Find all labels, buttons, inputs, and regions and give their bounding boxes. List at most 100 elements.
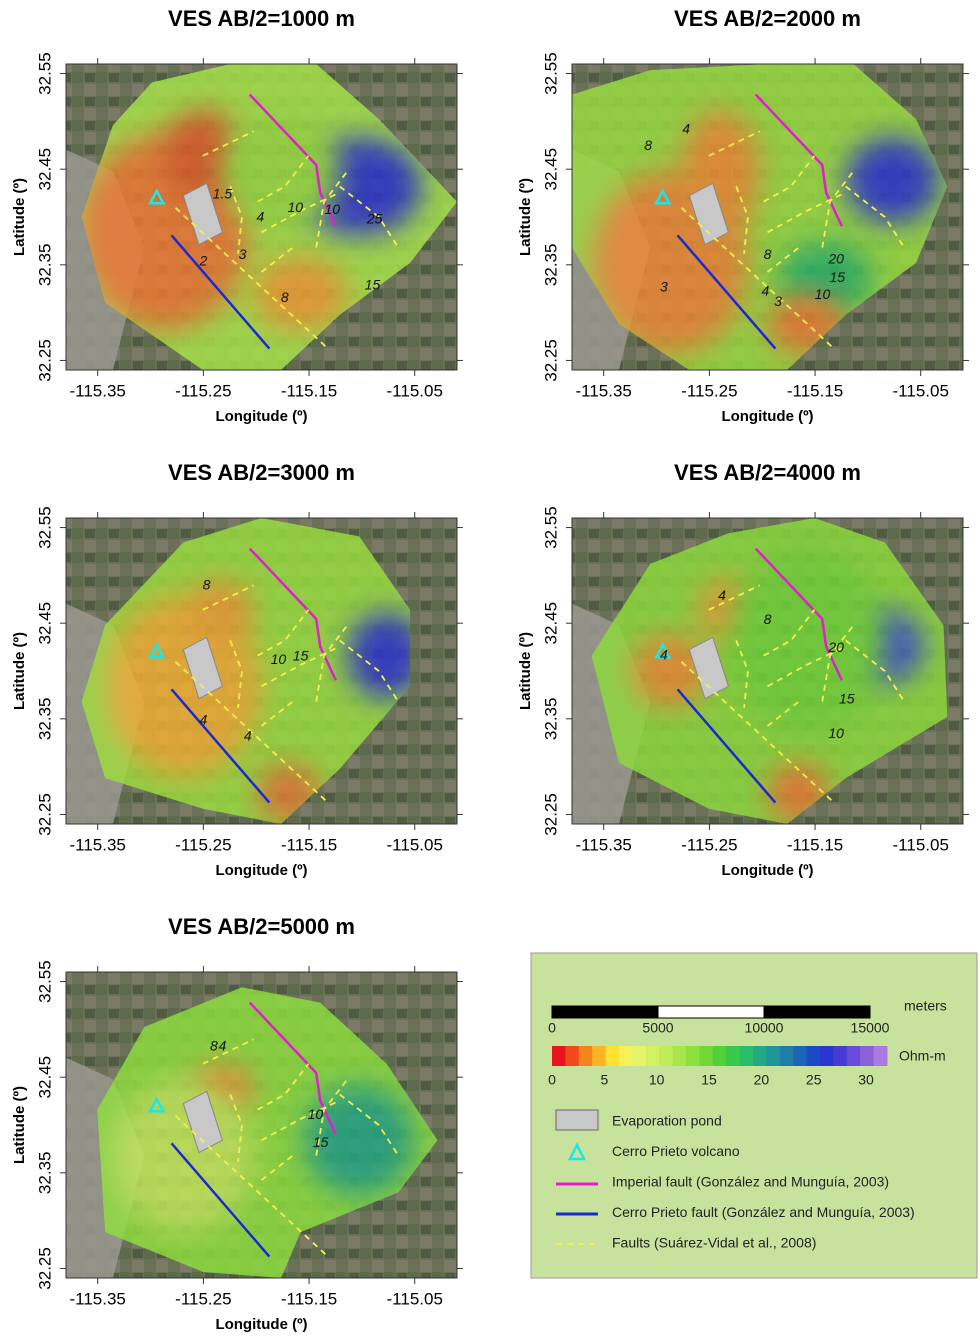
scale-label: 5000 xyxy=(642,1020,673,1036)
panel-title: VES AB/2=3000 m xyxy=(168,460,355,485)
colorbar-swatch xyxy=(753,1046,767,1066)
colorbar-label: 15 xyxy=(701,1072,717,1088)
panel-title: VES AB/2=1000 m xyxy=(168,6,355,31)
colorbar-swatch xyxy=(766,1046,780,1066)
x-tick-label: -115.25 xyxy=(681,835,737,854)
y-tick-label: 32.25 xyxy=(541,339,560,382)
y-axis-label: Latitude (º) xyxy=(11,178,28,256)
field-blob xyxy=(846,137,940,223)
panel-title: VES AB/2=4000 m xyxy=(674,460,861,485)
contour-label: 10 xyxy=(308,1106,324,1122)
contour-label: 4 xyxy=(682,121,690,137)
contour-label: 10 xyxy=(288,199,304,215)
legend-label: Faults (Suárez-Vidal et al., 2008) xyxy=(612,1235,816,1251)
contour-label: 10 xyxy=(828,725,844,741)
colorbar-swatch xyxy=(833,1046,847,1066)
contour-label: 4 xyxy=(660,646,668,662)
contour-label: 10 xyxy=(325,201,341,217)
y-tick-label: 32.55 xyxy=(541,52,560,95)
x-axis-label: Longitude (º) xyxy=(215,408,307,425)
y-tick-label: 32.45 xyxy=(35,602,54,645)
legend-label: Evaporation pond xyxy=(612,1113,722,1129)
y-tick-label: 32.25 xyxy=(541,793,560,836)
colorbar-swatch xyxy=(565,1046,579,1066)
x-tick-label: -115.05 xyxy=(387,381,443,400)
scale-segment xyxy=(658,1006,764,1018)
y-tick-label: 32.55 xyxy=(541,506,560,549)
scale-unit: meters xyxy=(904,998,947,1014)
panel-title: VES AB/2=2000 m xyxy=(674,6,861,31)
contour-label: 3 xyxy=(660,278,668,294)
colorbar-swatch xyxy=(592,1046,606,1066)
x-tick-label: -115.35 xyxy=(69,835,125,854)
x-tick-label: -115.35 xyxy=(575,381,631,400)
colorbar-swatch xyxy=(874,1046,888,1066)
colorbar-swatch xyxy=(793,1046,807,1066)
contour-label: 8 xyxy=(644,137,652,153)
y-tick-label: 32.35 xyxy=(35,1152,54,1195)
x-tick-label: -115.35 xyxy=(69,1289,125,1308)
colorbar-swatch xyxy=(820,1046,834,1066)
y-tick-label: 32.35 xyxy=(541,244,560,287)
y-axis-label: Latitude (º) xyxy=(11,1086,28,1164)
colorbar-swatch xyxy=(606,1046,620,1066)
scale-segment xyxy=(764,1006,870,1018)
map-panel: VES AB/2=4000 m482015104-115.35-115.25-1… xyxy=(517,460,969,879)
scale-label: 10000 xyxy=(745,1020,784,1036)
contour-label: 8 xyxy=(764,611,772,627)
figure: 050001000015000meters051015202530Ohm-mEv… xyxy=(0,0,980,1336)
x-tick-label: -115.35 xyxy=(575,835,631,854)
scale-segment xyxy=(552,1006,658,1018)
contour-label: 4 xyxy=(761,282,769,298)
x-tick-label: -115.15 xyxy=(787,835,843,854)
contour-label: 8 xyxy=(203,577,211,593)
contour-label: 8 xyxy=(764,246,772,262)
y-axis-label: Latitude (º) xyxy=(11,632,28,710)
x-tick-label: -115.15 xyxy=(787,381,843,400)
contour-label: 3 xyxy=(239,246,247,262)
colorbar-swatch xyxy=(726,1046,740,1066)
x-axis-label: Longitude (º) xyxy=(215,862,307,879)
contour-label: 10 xyxy=(815,286,831,302)
contour-label: 25 xyxy=(366,211,383,227)
x-tick-label: -115.05 xyxy=(893,381,949,400)
x-tick-label: -115.05 xyxy=(893,835,949,854)
y-tick-label: 32.35 xyxy=(35,244,54,287)
y-tick-label: 32.25 xyxy=(35,339,54,382)
colorbar-swatch xyxy=(713,1046,727,1066)
y-tick-label: 32.25 xyxy=(35,1247,54,1290)
pond-swatch xyxy=(556,1110,598,1130)
colorbar-swatch xyxy=(552,1046,566,1066)
x-axis-label: Longitude (º) xyxy=(721,408,813,425)
scale-label: 0 xyxy=(548,1020,556,1036)
x-tick-label: -115.05 xyxy=(387,835,443,854)
colorbar-swatch xyxy=(699,1046,713,1066)
contour-label: 4 xyxy=(257,209,265,225)
y-axis-label: Latitude (º) xyxy=(517,632,534,710)
colorbar-swatch xyxy=(686,1046,700,1066)
colorbar-swatch xyxy=(740,1046,754,1066)
colorbar-swatch xyxy=(579,1046,593,1066)
x-tick-label: -115.25 xyxy=(681,381,737,400)
contour-label: 15 xyxy=(829,269,845,285)
colorbar-swatch xyxy=(619,1046,633,1066)
contour-label: 15 xyxy=(293,647,309,663)
contour-label: 2 xyxy=(198,253,207,269)
colorbar-swatch xyxy=(807,1046,821,1066)
legend-label: Cerro Prieto fault (González and Munguía… xyxy=(612,1204,915,1220)
colorbar-unit: Ohm-m xyxy=(899,1048,946,1064)
y-tick-label: 32.55 xyxy=(35,506,54,549)
colorbar-label: 25 xyxy=(806,1072,822,1088)
legend-label: Cerro Prieto volcano xyxy=(612,1143,740,1159)
colorbar-label: 20 xyxy=(754,1072,770,1088)
contour-label: 20 xyxy=(827,639,844,655)
contour-label: 1.5 xyxy=(213,186,233,202)
x-axis-label: Longitude (º) xyxy=(721,862,813,879)
x-tick-label: -115.25 xyxy=(175,835,231,854)
contour-label: 10 xyxy=(271,651,287,667)
y-tick-label: 32.35 xyxy=(541,698,560,741)
colorbar-swatch xyxy=(780,1046,794,1066)
legend-label: Imperial fault (González and Munguía, 20… xyxy=(612,1174,889,1190)
y-tick-label: 32.45 xyxy=(541,148,560,191)
